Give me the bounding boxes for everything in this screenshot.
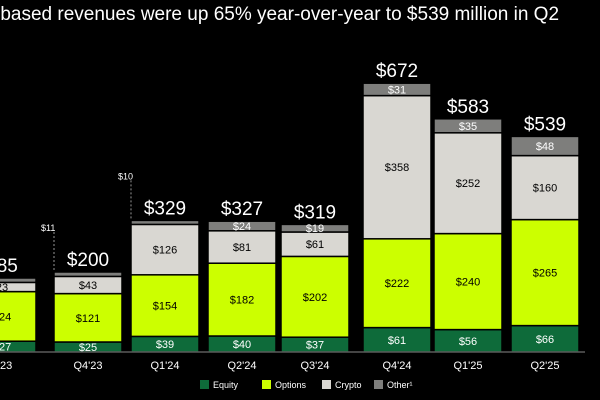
other-outside-label: $11 — [41, 223, 55, 233]
category-label: Q4'24 — [382, 360, 411, 372]
segment-value-label: $27 — [0, 342, 11, 354]
segment-value-label: $25 — [79, 342, 97, 354]
chart-title: -based revenues were up 65% year-over-ye… — [0, 4, 560, 25]
bar-segment-options-7 — [510, 218, 580, 327]
category-label: 3'23 — [0, 360, 12, 372]
bar-segment-options-0 — [0, 290, 37, 342]
segment-value-label: $40 — [233, 339, 251, 351]
segment-value-label: $222 — [385, 278, 409, 290]
category-label: Q2'24 — [227, 360, 256, 372]
legend-swatch — [262, 380, 271, 389]
legend-swatch — [322, 380, 331, 389]
category-label: Q4'23 — [73, 360, 102, 372]
bar-segment-options-1 — [53, 292, 123, 343]
bar-segment-other-6 — [433, 118, 503, 134]
bar-segment-crypto-6 — [433, 132, 503, 235]
segment-value-label: $43 — [79, 280, 97, 292]
segment-value-label: $61 — [388, 335, 406, 347]
bar-segment-equity-5 — [362, 326, 432, 353]
segment-value-label: 124 — [0, 311, 11, 323]
segment-value-label: $56 — [459, 336, 477, 348]
segment-value-label: $24 — [233, 221, 251, 233]
bar-segment-options-5 — [362, 238, 432, 329]
bar-segment-other-1 — [53, 271, 123, 278]
total-label: $200 — [67, 250, 109, 271]
bar-segment-other-4 — [280, 223, 350, 233]
segment-value-label: $160 — [533, 183, 557, 195]
other-outside-label: $10 — [118, 171, 133, 181]
bar-segment-options-6 — [433, 232, 503, 331]
segment-value-label: $81 — [233, 242, 251, 254]
segment-value-label: $19 — [306, 223, 324, 235]
segment-value-label: $37 — [306, 340, 324, 352]
legend-label: Other¹ — [387, 380, 413, 390]
segment-value-label: 23 — [0, 282, 8, 294]
segment-value-label: $61 — [306, 239, 324, 251]
segment-value-label: $66 — [536, 334, 554, 346]
bar-segment-other-5 — [362, 82, 432, 97]
total-label: $319 — [294, 202, 336, 223]
segment-value-label: $252 — [456, 178, 480, 190]
legend-label: Crypto — [335, 380, 362, 390]
segment-value-label: $358 — [385, 162, 409, 174]
total-label: $327 — [221, 199, 263, 220]
segment-value-label: $154 — [153, 301, 177, 313]
total-label: $672 — [376, 61, 418, 82]
bar-segment-other-0 — [0, 277, 37, 284]
total-label: $539 — [524, 114, 566, 135]
segment-value-label: $265 — [533, 268, 557, 280]
category-label: Q2'25 — [530, 360, 559, 372]
segment-value-label: $240 — [456, 277, 480, 289]
segment-value-label: $121 — [76, 313, 100, 325]
total-label: 185 — [0, 256, 18, 277]
segment-value-label: $39 — [156, 339, 174, 351]
segment-value-label: $202 — [303, 292, 327, 304]
legend-label: Options — [275, 380, 307, 390]
segment-value-label: $35 — [459, 121, 477, 133]
category-label: Q1'24 — [150, 360, 179, 372]
segment-value-label: $31 — [388, 84, 406, 96]
segment-value-label: $126 — [153, 245, 177, 257]
bar-segment-other-2 — [130, 219, 200, 226]
category-label: Q3'24 — [300, 360, 329, 372]
legend-label: Equity — [213, 380, 239, 390]
total-label: $583 — [447, 97, 489, 118]
bar-segment-other-7 — [510, 135, 580, 157]
bar-segment-crypto-7 — [510, 154, 580, 221]
bar-segment-crypto-3 — [207, 230, 277, 264]
category-label: Q1'25 — [453, 360, 482, 372]
bar-segment-other-3 — [207, 220, 277, 232]
legend-swatch — [374, 380, 383, 389]
segment-value-label: $48 — [536, 141, 554, 153]
legend-swatch — [200, 380, 209, 389]
segment-value-label: $182 — [230, 295, 254, 307]
bar-segment-options-4 — [280, 255, 350, 338]
total-label: $329 — [144, 198, 186, 219]
